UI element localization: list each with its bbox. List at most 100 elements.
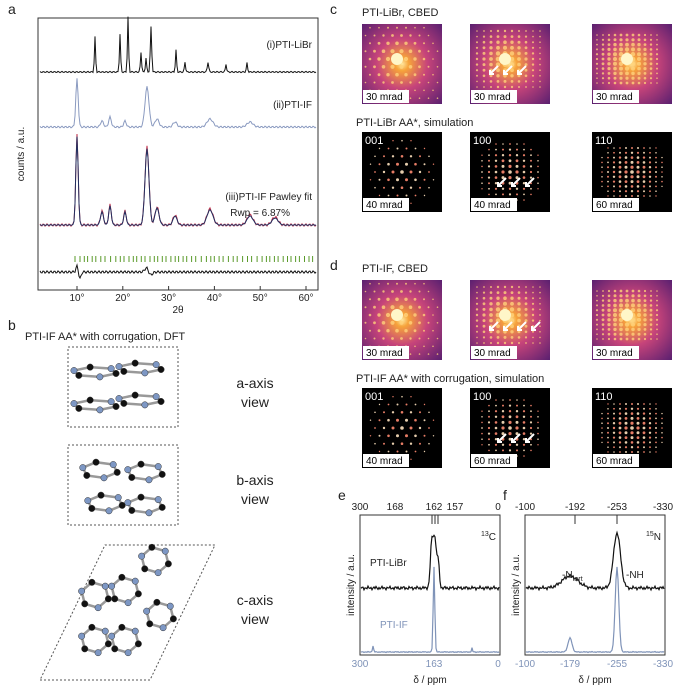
spot bbox=[649, 195, 651, 197]
spot bbox=[475, 57, 479, 61]
spot bbox=[475, 52, 479, 55]
panel-label: d bbox=[330, 257, 338, 273]
spot bbox=[510, 40, 514, 44]
spot bbox=[423, 282, 425, 285]
spot bbox=[618, 161, 622, 164]
panel-title: PTI-IF AA* with corrugation, simulation bbox=[356, 373, 544, 385]
spot bbox=[377, 73, 381, 77]
spot bbox=[501, 164, 505, 168]
spot bbox=[522, 421, 526, 424]
spot bbox=[619, 289, 623, 293]
peak-label: -Ntert bbox=[562, 570, 583, 583]
spot bbox=[612, 422, 616, 425]
spot bbox=[386, 329, 390, 333]
spot bbox=[649, 333, 653, 336]
spot bbox=[539, 308, 541, 311]
spot bbox=[381, 49, 386, 53]
spot bbox=[382, 34, 385, 37]
spot bbox=[522, 170, 526, 174]
spot bbox=[373, 337, 376, 340]
spot bbox=[515, 154, 519, 157]
spot bbox=[369, 26, 371, 29]
spot bbox=[607, 412, 609, 415]
spot bbox=[642, 165, 646, 169]
spot bbox=[482, 51, 486, 55]
spot bbox=[405, 162, 408, 166]
spot bbox=[409, 337, 412, 340]
spot bbox=[501, 443, 505, 446]
spot bbox=[649, 308, 653, 312]
spot bbox=[642, 436, 646, 439]
atom bbox=[124, 649, 132, 657]
spot bbox=[612, 431, 616, 434]
spot bbox=[537, 176, 539, 179]
atom bbox=[118, 501, 126, 509]
atom bbox=[108, 632, 116, 640]
spot bbox=[601, 67, 605, 70]
spot bbox=[382, 337, 385, 340]
spot bbox=[496, 330, 500, 334]
spot bbox=[618, 175, 622, 179]
spot bbox=[409, 97, 412, 99]
spot bbox=[489, 74, 493, 78]
spot bbox=[630, 190, 634, 193]
spot bbox=[378, 194, 381, 197]
arrow bbox=[489, 65, 499, 75]
atom bbox=[153, 598, 161, 606]
spot bbox=[374, 186, 376, 189]
spot bbox=[404, 73, 408, 77]
spot bbox=[510, 45, 514, 50]
spot bbox=[607, 81, 611, 85]
bottom-tick-label: -255 bbox=[607, 659, 627, 670]
spot bbox=[655, 408, 657, 410]
spot bbox=[631, 33, 635, 37]
spot bbox=[373, 34, 376, 37]
spot bbox=[476, 291, 478, 294]
spot bbox=[482, 68, 486, 72]
spot bbox=[642, 175, 646, 179]
spot bbox=[489, 307, 493, 312]
top-tick-label: -100 bbox=[515, 502, 535, 513]
spot bbox=[405, 194, 408, 197]
spot bbox=[502, 449, 504, 452]
spot bbox=[529, 170, 533, 174]
spot bbox=[607, 38, 611, 42]
spot bbox=[601, 156, 603, 159]
spot bbox=[488, 410, 490, 413]
spot bbox=[630, 61, 636, 66]
spot bbox=[637, 38, 641, 42]
spot bbox=[631, 322, 635, 327]
spot bbox=[601, 38, 605, 41]
spot bbox=[496, 74, 500, 78]
spot bbox=[502, 148, 504, 151]
spot bbox=[624, 165, 628, 169]
spot bbox=[515, 159, 519, 163]
atom bbox=[118, 623, 126, 631]
spot bbox=[596, 39, 598, 41]
spot bbox=[428, 411, 430, 414]
spot bbox=[642, 180, 646, 183]
spot bbox=[596, 34, 598, 36]
spot bbox=[537, 182, 539, 184]
spot bbox=[432, 179, 435, 181]
spot bbox=[399, 49, 404, 54]
spot bbox=[624, 322, 630, 327]
structure bbox=[70, 359, 177, 657]
zone-label: 001 bbox=[365, 391, 383, 403]
spot bbox=[602, 82, 604, 84]
spot bbox=[618, 52, 624, 57]
spot bbox=[391, 442, 395, 445]
spot bbox=[601, 77, 605, 80]
spot bbox=[501, 432, 505, 436]
spot bbox=[488, 443, 490, 446]
spot bbox=[637, 289, 641, 293]
spot bbox=[508, 187, 512, 190]
spot bbox=[530, 193, 532, 196]
spot bbox=[391, 426, 395, 430]
spot bbox=[508, 432, 512, 436]
top-tick-label: 300 bbox=[352, 502, 369, 513]
spot bbox=[481, 188, 483, 190]
spot bbox=[404, 329, 408, 333]
spot bbox=[661, 427, 663, 429]
spot bbox=[642, 417, 646, 420]
